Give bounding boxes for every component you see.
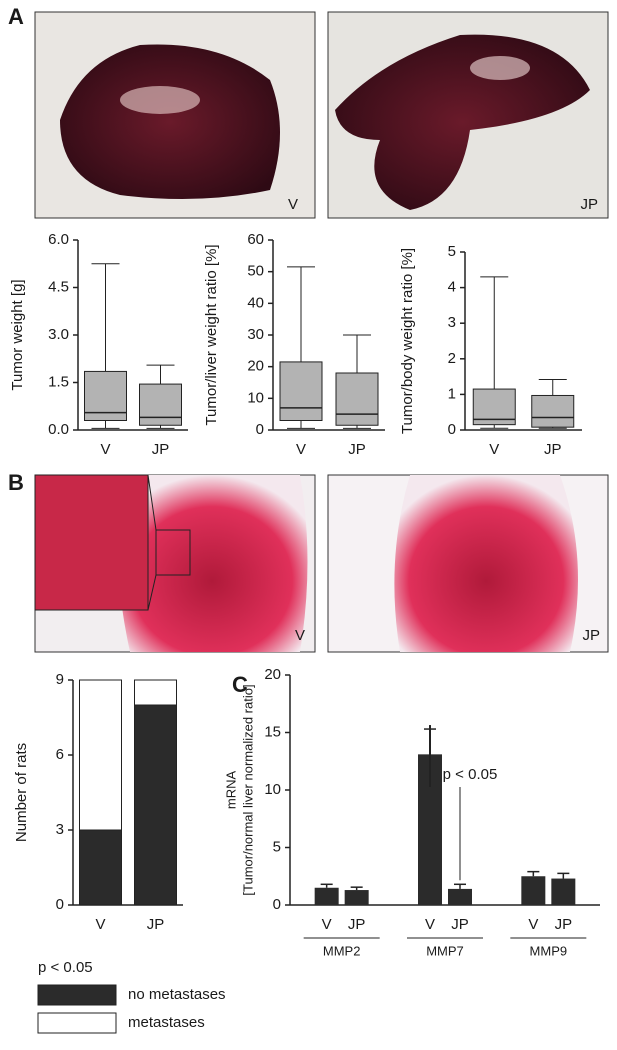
group-label: MMP7: [426, 943, 464, 958]
y-tick-label: 3: [448, 314, 456, 331]
y-tick-label: 0.0: [48, 421, 69, 438]
x-tick-label: JP: [348, 441, 366, 458]
y-tick-label: 0: [256, 421, 264, 438]
group-label: MMP2: [323, 943, 361, 958]
x-tick-label: JP: [555, 916, 573, 933]
y-tick-label: 4.5: [48, 278, 69, 295]
y-axis-label: Number of rats: [13, 743, 30, 842]
x-tick-label: V: [489, 441, 499, 458]
x-tick-label: V: [528, 916, 538, 933]
y-axis-label: mRNA: [223, 771, 238, 810]
annotation: p < 0.05: [443, 766, 498, 783]
bar-segment: [134, 704, 177, 906]
y-tick-label: 2: [448, 350, 456, 367]
y-tick-label: 9: [56, 671, 64, 688]
photo-label: V: [295, 627, 305, 644]
x-tick-label: V: [322, 916, 332, 933]
group-label: MMP9: [530, 943, 568, 958]
y-tick-label: 3: [56, 821, 64, 838]
panel-label: C: [232, 672, 248, 697]
photo-label: JP: [580, 196, 598, 213]
photo-a-jp: [327, 11, 609, 219]
x-tick-label: JP: [152, 441, 170, 458]
photo-label: V: [288, 196, 298, 213]
y-tick-label: 20: [247, 358, 264, 375]
y-tick-label: 15: [264, 723, 281, 740]
y-tick-label: 0: [448, 421, 456, 438]
y-tick-label: 50: [247, 263, 264, 280]
y-axis-label: Tumor weight [g]: [9, 279, 26, 390]
x-tick-label: JP: [147, 916, 165, 933]
bar: [314, 887, 339, 905]
box: [139, 383, 182, 426]
x-tick-label: V: [425, 916, 435, 933]
legend-label: no metastases: [128, 986, 226, 1003]
panel-label: B: [8, 470, 24, 495]
y-tick-label: 10: [264, 781, 281, 798]
bar-segment: [134, 679, 177, 706]
box: [335, 372, 379, 426]
bar-segment: [79, 679, 122, 831]
x-tick-label: V: [95, 916, 105, 933]
y-axis-label: Tumor/liver weight ratio [%]: [203, 244, 220, 425]
y-tick-label: 0: [273, 896, 281, 913]
y-tick-label: 30: [247, 326, 264, 343]
bar: [521, 876, 546, 905]
y-tick-label: 60: [247, 231, 264, 248]
panel-label: A: [8, 4, 24, 29]
y-tick-label: 6.0: [48, 231, 69, 248]
photo-a-v: [34, 11, 316, 219]
x-tick-label: V: [100, 441, 110, 458]
x-tick-label: JP: [348, 916, 366, 933]
legend-label: metastases: [128, 1014, 205, 1031]
x-tick-label: V: [296, 441, 306, 458]
legend-swatch: [37, 984, 117, 1006]
bar: [344, 890, 369, 905]
box: [279, 361, 323, 421]
x-tick-label: JP: [544, 441, 562, 458]
y-axis-label: Tumor/body weight ratio [%]: [399, 248, 416, 434]
bar-segment: [79, 829, 122, 906]
y-tick-label: 1.5: [48, 373, 69, 390]
x-tick-label: JP: [451, 916, 469, 933]
y-tick-label: 10: [247, 389, 264, 406]
y-axis-label: [Tumor/normal liver normalized ratio]: [240, 684, 255, 895]
y-tick-label: 6: [56, 746, 64, 763]
bar: [448, 888, 472, 905]
y-tick-label: 0: [56, 896, 64, 913]
y-tick-label: 1: [448, 385, 456, 402]
y-tick-label: 5: [448, 243, 456, 260]
photo-b-v: [34, 474, 316, 653]
photo-b-jp: [327, 474, 609, 653]
y-tick-label: 3.0: [48, 326, 69, 343]
y-tick-label: 4: [448, 279, 456, 296]
y-tick-label: 5: [273, 838, 281, 855]
legend-swatch: [37, 1012, 117, 1034]
box: [531, 394, 575, 428]
annotation: p < 0.05: [38, 959, 93, 976]
photo-label: JP: [582, 627, 600, 644]
y-tick-label: 20: [264, 666, 281, 683]
y-tick-label: 40: [247, 294, 264, 311]
bar: [551, 878, 576, 905]
